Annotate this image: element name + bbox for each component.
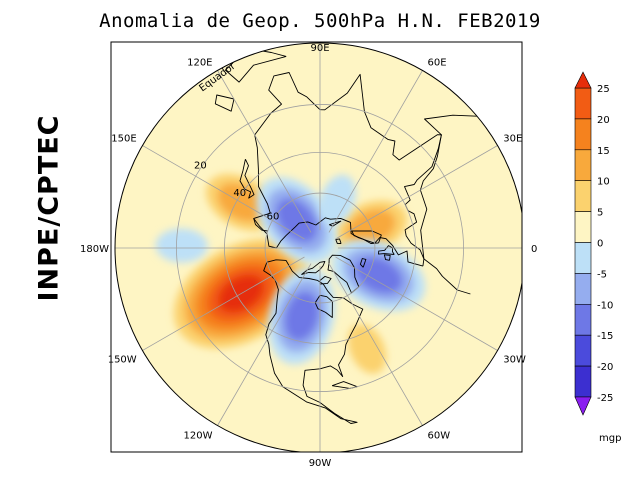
- meridian-line: [328, 54, 433, 233]
- coastline: [314, 294, 333, 318]
- coastline: [253, 72, 442, 267]
- longitude-label: 90W: [309, 458, 332, 469]
- coastline: [383, 254, 391, 261]
- colorbar-tick-label: 25: [597, 84, 610, 95]
- coastline: [224, 48, 287, 83]
- colorbar-tick-label: 15: [597, 146, 610, 157]
- meridian-line: [207, 263, 312, 442]
- colorbar-tick-label: -20: [597, 362, 613, 373]
- coastline: [253, 218, 268, 232]
- colorbar-tick-label: 5: [597, 208, 603, 219]
- colorbar-segment: [574, 149, 592, 182]
- colorbar-tick-label: -15: [597, 331, 613, 342]
- map-title: Anomalia de Geop. 500hPa H.N. FEB2019: [99, 10, 541, 32]
- latitude-label: 60: [267, 212, 280, 223]
- coastline: [214, 94, 235, 112]
- coastline: [301, 261, 326, 276]
- colorbar-tick-label: -10: [597, 300, 613, 311]
- colorbar-segment: [574, 118, 592, 151]
- meridian-line: [328, 263, 433, 442]
- colorbar-segment: [574, 242, 592, 274]
- graticule: [115, 43, 522, 452]
- coastline: [263, 259, 364, 424]
- colorbar-top-arrow: [574, 71, 592, 89]
- meridian-line: [335, 135, 514, 240]
- longitude-label: 120E: [187, 58, 212, 69]
- colorbar-segment: [574, 211, 592, 243]
- colorbar-segment: [574, 303, 592, 336]
- colorbar-segment: [574, 180, 592, 212]
- colorbar: 25 20 15 10 5 0 -5 -10 -15 -20 -25 mgp: [574, 71, 621, 444]
- colorbar-tick-label: -25: [597, 393, 613, 404]
- coastline: [335, 238, 342, 244]
- colorbar-tick-label: 20: [597, 115, 610, 126]
- colorbar-tick-label: 0: [597, 239, 603, 250]
- meridian-line: [126, 135, 305, 240]
- coastline: [419, 103, 492, 295]
- colorbar-bottom-arrow: [574, 396, 592, 416]
- longitude-label: 30W: [503, 355, 526, 366]
- anomaly-center-negative: [268, 267, 336, 365]
- colorbar-tick-label: -5: [597, 269, 607, 280]
- meridian-line: [126, 256, 305, 361]
- coastline: [359, 258, 367, 268]
- coastline: [239, 159, 255, 199]
- longitude-label: 180W: [80, 244, 109, 255]
- map-frame: [110, 41, 523, 453]
- map-disc-outline: [114, 42, 522, 452]
- colorbar-segment: [574, 87, 592, 120]
- longitude-label: 60E: [428, 58, 447, 69]
- coastline: [327, 254, 360, 294]
- meridian-line: [335, 256, 514, 361]
- latitude-label: 40: [233, 188, 246, 199]
- coastline: [351, 230, 382, 244]
- colorbar-segment: [574, 273, 592, 305]
- colorbar-tick-label: 10: [597, 177, 610, 188]
- anomaly-center-negative: [256, 177, 337, 264]
- coastline: [378, 245, 395, 255]
- colorbar-segment: [574, 365, 592, 398]
- anomaly-center-negative: [319, 174, 356, 226]
- longitude-label: 90E: [310, 43, 329, 54]
- latitude-label: 20: [194, 161, 207, 172]
- longitude-label: 150E: [111, 134, 136, 145]
- coastline: [328, 220, 342, 227]
- longitude-label: 120W: [184, 430, 213, 441]
- colorbar-unit: mgp: [599, 433, 621, 444]
- longitude-label: 30E: [503, 134, 522, 145]
- meridian-line: [207, 54, 312, 233]
- longitude-label: 150W: [108, 355, 137, 366]
- anomaly-center-positive: [348, 324, 387, 374]
- longitude-label: 60W: [428, 430, 451, 441]
- anomaly-center-negative: [155, 228, 208, 263]
- longitude-label: 0: [531, 244, 537, 255]
- colorbar-segment: [574, 334, 592, 367]
